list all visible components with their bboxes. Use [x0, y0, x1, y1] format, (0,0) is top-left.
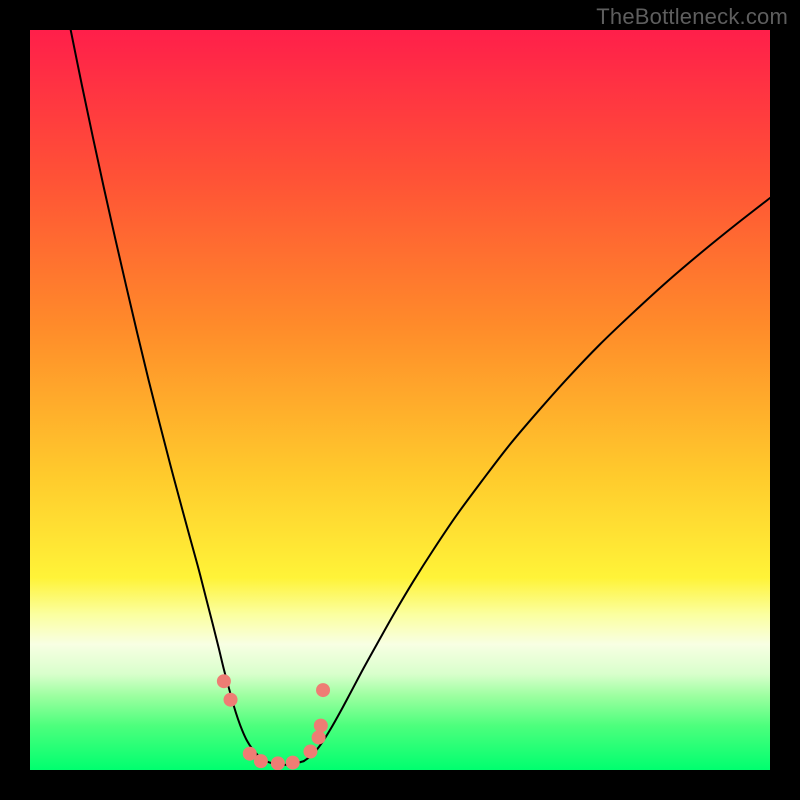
watermark-text: TheBottleneck.com	[596, 4, 788, 30]
plot-background	[30, 30, 770, 770]
plot-panel	[30, 30, 770, 770]
data-marker	[224, 693, 238, 707]
plot-svg	[30, 30, 770, 770]
data-marker	[217, 674, 231, 688]
data-marker	[303, 745, 317, 759]
data-marker	[312, 730, 326, 744]
data-marker	[254, 754, 268, 768]
data-marker	[286, 756, 300, 770]
data-marker	[271, 756, 285, 770]
data-marker	[314, 719, 328, 733]
data-marker	[316, 683, 330, 697]
